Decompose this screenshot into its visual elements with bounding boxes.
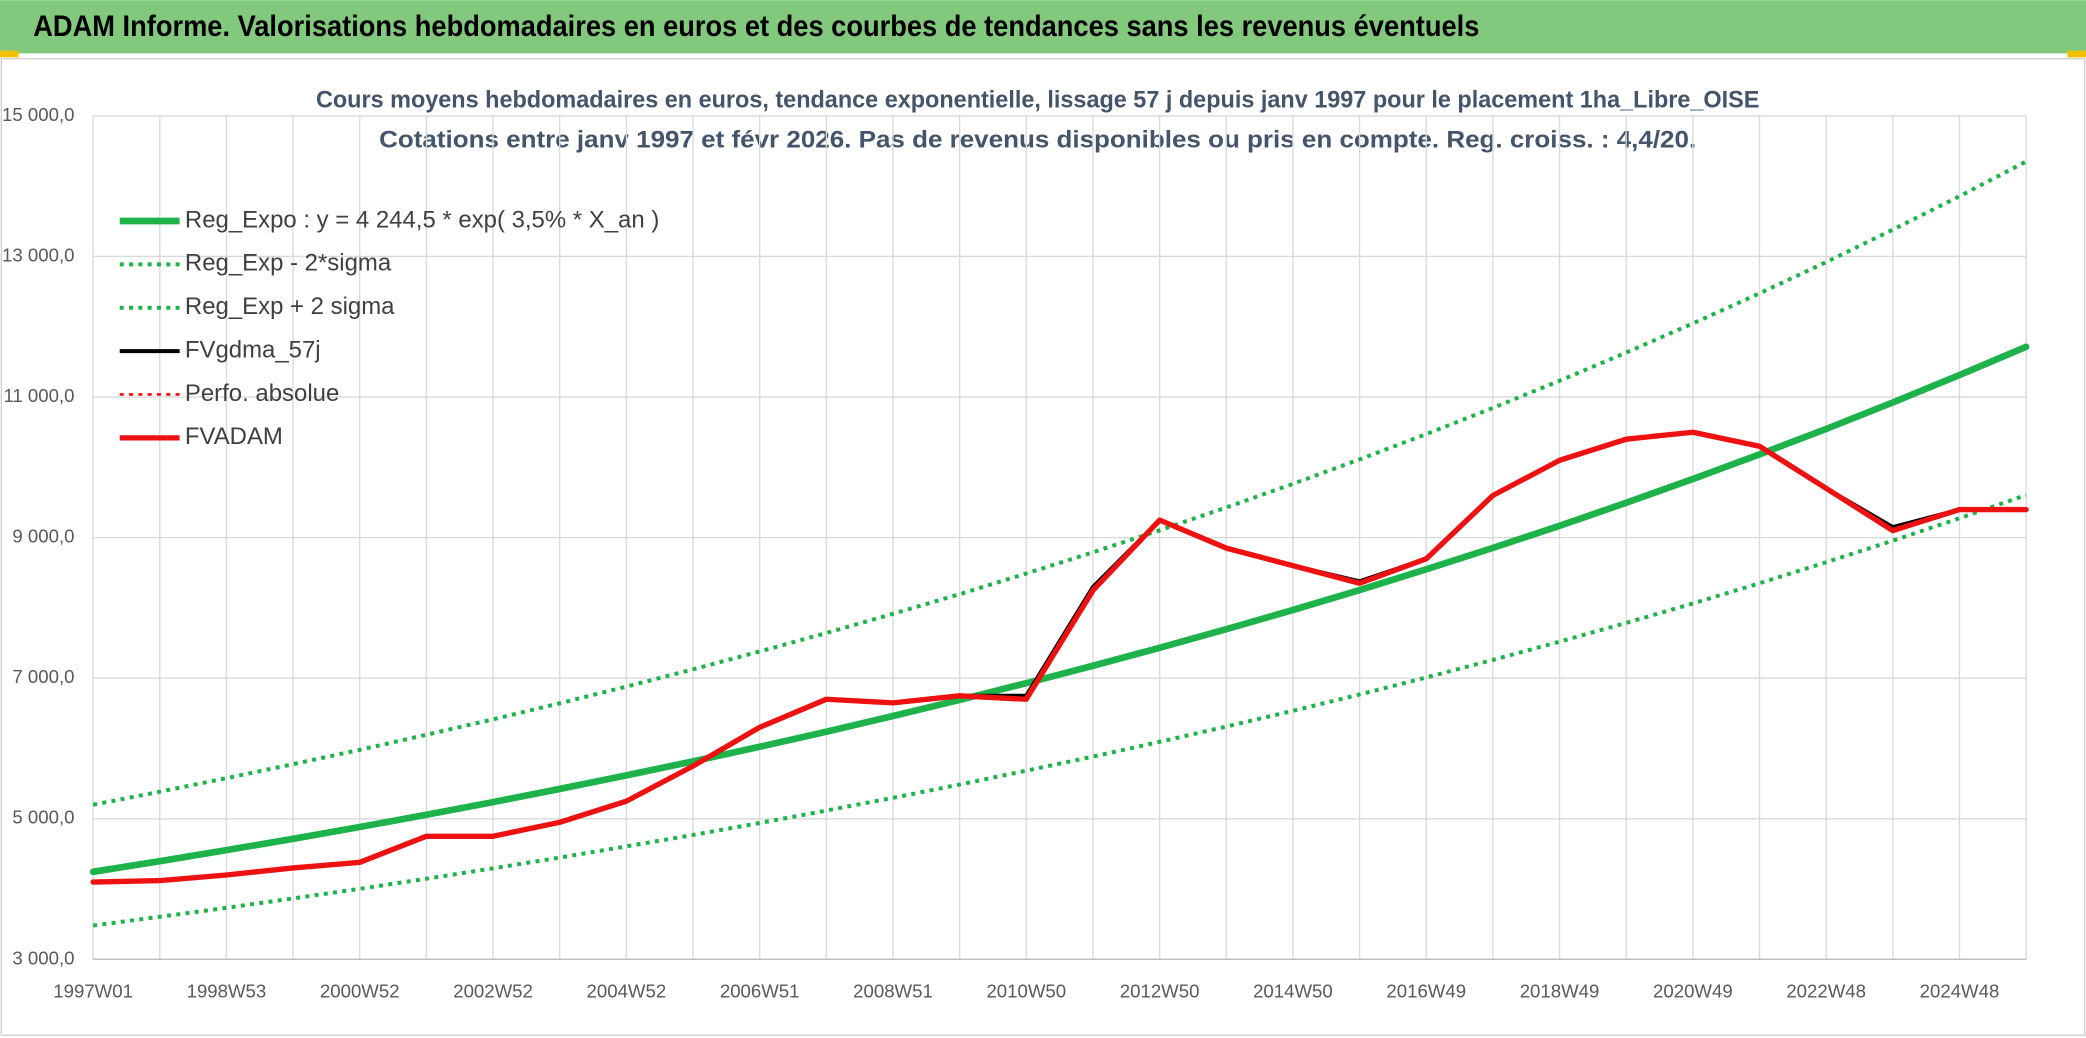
- x-tick-label: 2006W51: [720, 981, 800, 1002]
- corner: [2067, 50, 2086, 58]
- corner: [0, 50, 19, 58]
- chart-frame: [0, 58, 2086, 1036]
- chart-title: Cours moyens hebdomadaires en euros, ten…: [316, 87, 1759, 114]
- legend-label: Reg_Exp + 2 sigma: [185, 293, 395, 320]
- x-tick-label: 1997W01: [53, 981, 133, 1002]
- y-tick-label: 11 000,0: [3, 385, 74, 406]
- x-tick-label: 2010W50: [986, 981, 1066, 1002]
- legend-label: Perfo. absolue: [185, 380, 339, 407]
- y-tick-label: 7 000,0: [12, 666, 74, 687]
- x-tick-label: 2022W48: [1786, 981, 1866, 1002]
- x-tick-label: 2020W49: [1653, 981, 1733, 1002]
- x-tick-label: 2014W50: [1253, 981, 1333, 1002]
- y-tick-label: 3 000,0: [12, 947, 74, 968]
- legend-label: FVgdma_57j: [185, 336, 321, 363]
- x-tick-label: 2012W50: [1120, 981, 1200, 1002]
- x-tick-label: 1998W53: [187, 981, 267, 1002]
- x-tick-label: 2018W49: [1520, 981, 1600, 1002]
- header-title: ADAM Informe. Valorisations hebdomadaire…: [33, 11, 1479, 43]
- legend-label: FVADAM: [185, 423, 283, 450]
- y-tick-label: 9 000,0: [12, 526, 74, 547]
- series-line: [92, 159, 2028, 807]
- header-bar: [0, 0, 2086, 54]
- y-tick-label: 5 000,0: [12, 807, 74, 828]
- series-line: [90, 429, 2029, 885]
- legend-label: Reg_Exp - 2*sigma: [185, 250, 392, 277]
- x-tick-label: 2004W52: [587, 981, 667, 1002]
- x-tick-label: 2002W52: [453, 981, 533, 1002]
- x-tick-label: 2008W51: [853, 981, 933, 1002]
- legend-label: Reg_Expo : y = 4 244,5 * exp( 3,5% * X_a…: [185, 206, 659, 233]
- x-tick-label: 2024W48: [1920, 981, 2000, 1002]
- x-tick-label: 2000W52: [320, 981, 400, 1002]
- y-tick-label: 15 000,0: [2, 104, 74, 125]
- x-tick-label: 2016W49: [1386, 981, 1466, 1002]
- series-line: [89, 343, 2030, 876]
- series-line: [92, 493, 2027, 928]
- chart-subtitle: Cotations entre janv 1997 et févr 2026. …: [379, 127, 1696, 154]
- y-tick-label: 13 000,0: [2, 244, 74, 265]
